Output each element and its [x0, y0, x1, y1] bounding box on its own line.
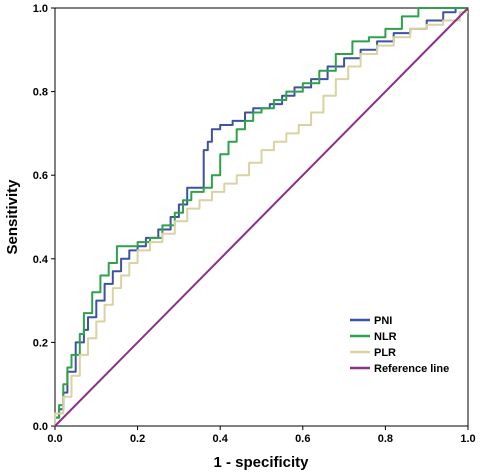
series-line-plr [54, 11, 468, 426]
legend-label: PLR [374, 347, 396, 359]
legend: PNI NLR PLR Reference line [350, 315, 449, 375]
x-tick-label: 0.8 [378, 433, 393, 445]
x-tick-label: 1.0 [460, 433, 475, 445]
axis-ticks: 0.0 0.2 0.4 0.6 0.8 1.0 0.0 0.2 0.4 0.6 0.8 1.0 [33, 3, 476, 445]
y-tick-label: 0.0 [33, 421, 48, 433]
y-tick-label: 0.4 [33, 254, 49, 266]
series-lines [54, 7, 469, 427]
legend-label: Reference line [374, 363, 449, 375]
y-tick-label: 0.8 [33, 87, 48, 99]
x-tick-label: 0.4 [213, 433, 229, 445]
series-line-nlr [54, 7, 468, 426]
x-tick-label: 0.0 [47, 433, 62, 445]
legend-label: NLR [374, 331, 397, 343]
y-axis-title: Sensitivity [4, 179, 21, 255]
x-tick-label: 0.2 [130, 433, 145, 445]
plot-frame [54, 7, 469, 427]
x-axis-title: 1 - specificity [213, 454, 309, 471]
series-line-pni [54, 7, 468, 426]
series-line-reference-line [54, 7, 469, 427]
y-tick-label: 0.2 [33, 337, 48, 349]
x-tick-label: 0.6 [295, 433, 310, 445]
legend-label: PNI [374, 315, 392, 327]
y-tick-label: 1.0 [33, 3, 48, 15]
y-tick-label: 0.6 [33, 170, 48, 182]
